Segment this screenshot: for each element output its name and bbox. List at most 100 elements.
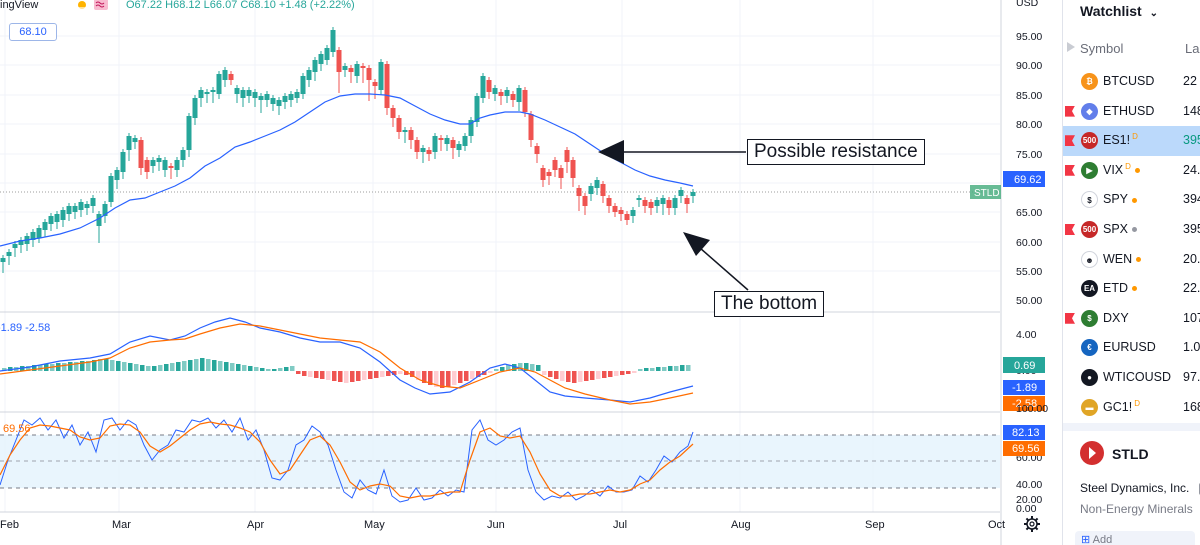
- symbol-logo-icon: 500: [1081, 221, 1098, 238]
- candle-body: [498, 92, 504, 96]
- price-axis[interactable]: USD95.0090.0085.0080.0075.0070.0065.0060…: [1016, 0, 1042, 307]
- candle-body: [96, 214, 102, 226]
- wave-icon[interactable]: [94, 0, 108, 10]
- candle-body: [0, 258, 6, 262]
- candle-body: [252, 92, 258, 98]
- macd-histogram-bar: [32, 365, 37, 371]
- sun-icon[interactable]: [78, 1, 88, 10]
- details-sector[interactable]: Non-Energy Minerals E: [1080, 502, 1200, 516]
- add-button[interactable]: ⊞ Add: [1075, 531, 1195, 545]
- macd-histogram-bar: [596, 371, 601, 379]
- details-symbol[interactable]: STLD: [1112, 446, 1149, 462]
- macd-histogram-bar: [146, 366, 151, 371]
- chart-area[interactable]: USD95.0090.0085.0080.0075.0070.0065.0060…: [0, 0, 1062, 545]
- candle-body: [372, 82, 378, 86]
- status-dot-icon: [1132, 227, 1138, 233]
- sort-icon[interactable]: [1067, 42, 1075, 52]
- candle-body: [270, 98, 276, 104]
- macd-histogram-bar: [422, 371, 427, 383]
- time-axis-label: Jul: [613, 519, 627, 531]
- candle-body: [426, 150, 432, 154]
- symbol-logo-icon: ☻: [1081, 250, 1098, 268]
- resistance-callout: Possible resistance: [747, 139, 925, 165]
- macd-signal-tag-text: -2.58: [1012, 398, 1037, 410]
- watchlist-row[interactable]: ● WTICOUSD 97.: [1063, 363, 1200, 393]
- status-dot-icon: [1136, 256, 1142, 262]
- candle-body: [42, 222, 48, 230]
- candle-body: [84, 204, 90, 208]
- bottom-callout: The bottom: [714, 291, 825, 317]
- watchlist-row[interactable]: ₿ BTCUSD 22: [1063, 67, 1200, 97]
- macd-histogram-bar: [326, 371, 331, 380]
- panel-divider[interactable]: [1063, 423, 1200, 431]
- candle-body: [198, 90, 204, 98]
- watchlist-row[interactable]: € EURUSD 1.0: [1063, 333, 1200, 363]
- watchlist-row[interactable]: $ DXY 107: [1063, 304, 1200, 334]
- macd-histogram-bar: [644, 368, 649, 371]
- macd-histogram-bar: [524, 363, 529, 371]
- gear-icon[interactable]: [1024, 516, 1040, 532]
- stoch-d-tag: [1003, 441, 1045, 456]
- candle-body: [180, 150, 186, 160]
- symbol-logo-icon: $: [1081, 309, 1098, 327]
- watchlist-last-price: 20.: [1183, 251, 1200, 266]
- flag-icon[interactable]: [1065, 135, 1075, 147]
- macd-legend[interactable]: -1.89 -2.58: [0, 322, 50, 334]
- watchlist-row[interactable]: 500 SPX 395: [1063, 215, 1200, 245]
- watchlist-last-price: 22: [1183, 74, 1197, 88]
- candle-body: [288, 94, 294, 100]
- macd-histogram-bar: [212, 360, 217, 371]
- candle-body: [12, 244, 18, 248]
- macd-histogram-bar: [80, 361, 85, 371]
- watchlist-last-price: 24.: [1183, 162, 1200, 177]
- watchlist-row[interactable]: ▶ VIX D 24.: [1063, 156, 1200, 186]
- macd-line: [0, 317, 694, 403]
- stoch-legend[interactable]: 69.56: [3, 423, 31, 435]
- flag-icon[interactable]: [1065, 224, 1075, 235]
- macd-histogram-bar: [164, 364, 169, 371]
- header-icons[interactable]: [76, 0, 110, 14]
- macd-histogram-bar: [356, 371, 361, 381]
- watchlist-title[interactable]: Watchlist ⌄: [1080, 3, 1158, 19]
- watchlist-row[interactable]: EA ETD 22.: [1063, 274, 1200, 304]
- time-axis[interactable]: Feb Mar Apr May Jun Jul Aug Sep Oct: [0, 519, 1005, 531]
- candle-body: [564, 150, 570, 162]
- candle-body: [258, 96, 264, 100]
- macd-histogram-bar: [2, 368, 7, 371]
- macd-histogram-bar: [416, 371, 421, 380]
- macd-histogram-bar: [134, 364, 139, 371]
- chart-canvas[interactable]: USD95.0090.0085.0080.0075.0070.0065.0060…: [0, 0, 1062, 545]
- watchlist-panel: Watchlist ⌄ Symbol La ₿ BTCUSD 22 ◆ ETHUSD 14…: [1062, 0, 1200, 545]
- symbol-column-header[interactable]: Symbol: [1080, 41, 1124, 56]
- macd-histogram-bar: [68, 362, 73, 371]
- symbol-tag: [970, 185, 1001, 199]
- watchlist-row[interactable]: ▬ GC1!D 168: [1063, 393, 1200, 423]
- watchlist-row[interactable]: ◆ ETHUSD 148: [1063, 97, 1200, 127]
- price-badge[interactable]: 68.10: [9, 23, 57, 41]
- macd-histogram-bar: [98, 359, 103, 371]
- chevron-down-icon[interactable]: ⌄: [1149, 8, 1158, 19]
- watchlist-row[interactable]: ☻ WEN 20.: [1063, 245, 1200, 275]
- candle-body: [90, 198, 96, 206]
- macd-histogram-bar: [590, 371, 595, 380]
- watchlist-row[interactable]: $ SPY 394: [1063, 185, 1200, 215]
- axis-label: 60.00: [1016, 237, 1042, 249]
- macd-histogram-bar: [332, 371, 337, 381]
- candle-body: [336, 50, 342, 72]
- details-company: Steel Dynamics, Inc. E: [1080, 481, 1200, 495]
- macd-legend-values: -1.89 -2.58: [0, 322, 51, 334]
- macd-histogram-bar: [680, 365, 685, 371]
- candle-body: [528, 114, 534, 140]
- flag-icon[interactable]: [1065, 105, 1075, 117]
- candle-body: [174, 160, 180, 170]
- flag-icon[interactable]: [1065, 312, 1075, 324]
- flag-icon[interactable]: [1065, 164, 1075, 176]
- macd-histogram-bar: [368, 371, 373, 379]
- axis-label: 0.00: [1016, 503, 1037, 515]
- macd-histogram: [2, 358, 691, 388]
- last-column-header[interactable]: La: [1185, 41, 1200, 56]
- candle-body: [276, 100, 282, 106]
- macd-histogram-bar: [548, 371, 553, 377]
- watchlist-row[interactable]: 500 ES1!D 395: [1063, 126, 1200, 156]
